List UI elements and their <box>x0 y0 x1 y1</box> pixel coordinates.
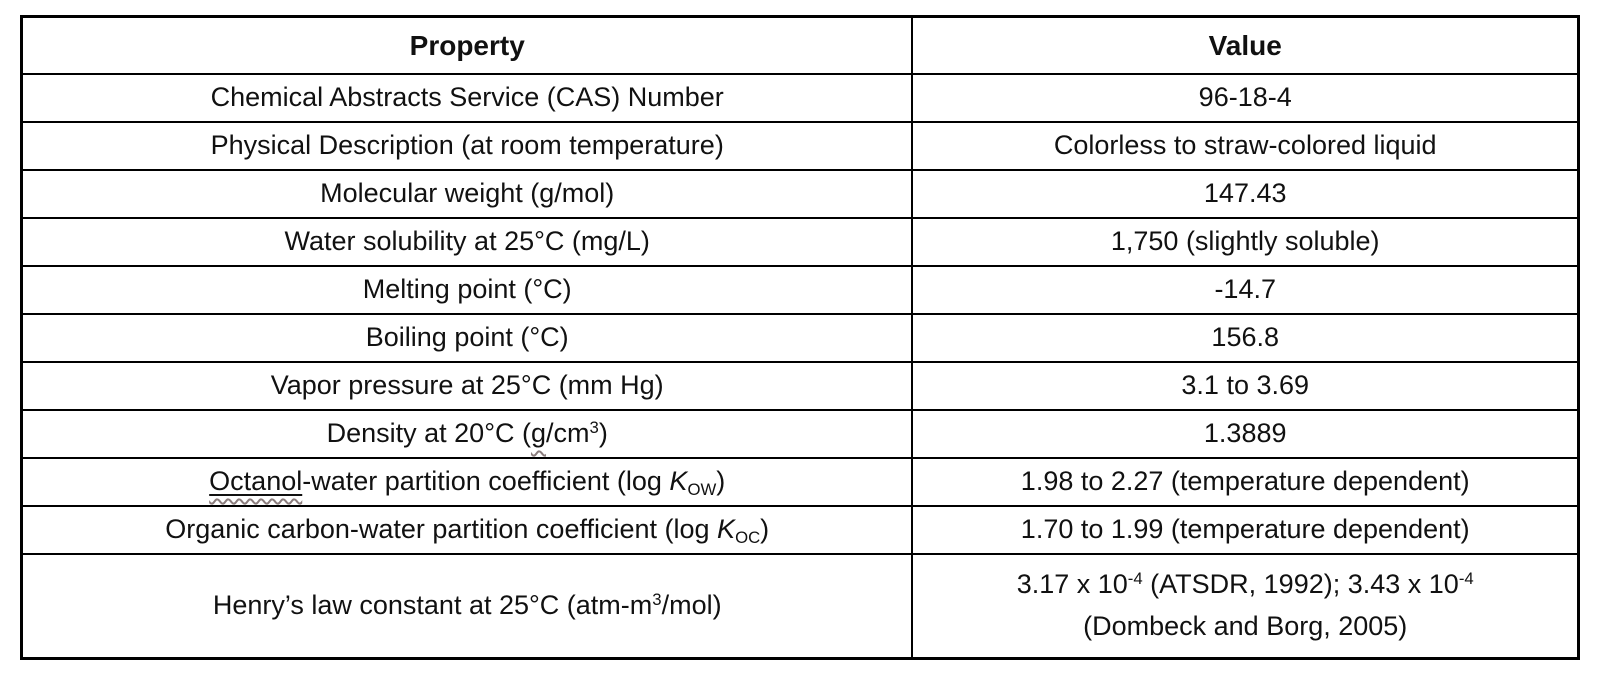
value-cell-molecular-weight: 147.43 <box>913 171 1577 219</box>
value-cell-density: 1.3889 <box>913 411 1577 459</box>
column-header-value: Value <box>913 18 1577 75</box>
value-cell-water-solubility: 1,750 (slightly soluble) <box>913 219 1577 267</box>
value-cell-henrys-law-constant: 3.17 x 10-4 (ATSDR, 1992); 3.43 x 10-4 (D… <box>1016 568 1474 641</box>
property-cell-octanol-water-coefficient: Octanol-water partition coefficient (log… <box>23 459 914 507</box>
property-cell-henrys-law-constant: Henry’s law constant at 25°C (atm-m3/mol… <box>23 555 914 657</box>
value-cell-organic-carbon-coefficient: 1.70 to 1.99 (temperature dependent) <box>913 507 1577 555</box>
property-cell-organic-carbon-coefficient: Organic carbon-water partition coefficie… <box>23 507 914 555</box>
property-cell-melting-point: Melting point (°C) <box>23 267 914 315</box>
property-cell-physical-description: Physical Description (at room temperatur… <box>23 123 914 171</box>
chemical-properties-table: Property Value Chemical Abstracts Servic… <box>20 15 1580 660</box>
property-cell-boiling-point: Boiling point (°C) <box>23 315 914 363</box>
value-cell-boiling-point: 156.8 <box>913 315 1577 363</box>
value-cell-physical-description: Colorless to straw-colored liquid <box>913 123 1577 171</box>
value-cell-octanol-water-coefficient: 1.98 to 2.27 (temperature dependent) <box>913 459 1577 507</box>
property-cell-molecular-weight: Molecular weight (g/mol) <box>23 171 914 219</box>
property-cell-cas-number: Chemical Abstracts Service (CAS) Number <box>23 75 914 123</box>
column-header-property: Property <box>23 18 914 75</box>
property-cell-water-solubility: Water solubility at 25°C (mg/L) <box>23 219 914 267</box>
property-cell-vapor-pressure: Vapor pressure at 25°C (mm Hg) <box>23 363 914 411</box>
value-cell-cas-number: 96-18-4 <box>913 75 1577 123</box>
value-cell-vapor-pressure: 3.1 to 3.69 <box>913 363 1577 411</box>
property-cell-density: Density at 20°C (g/cm3) <box>23 411 914 459</box>
value-cell-melting-point: -14.7 <box>913 267 1577 315</box>
